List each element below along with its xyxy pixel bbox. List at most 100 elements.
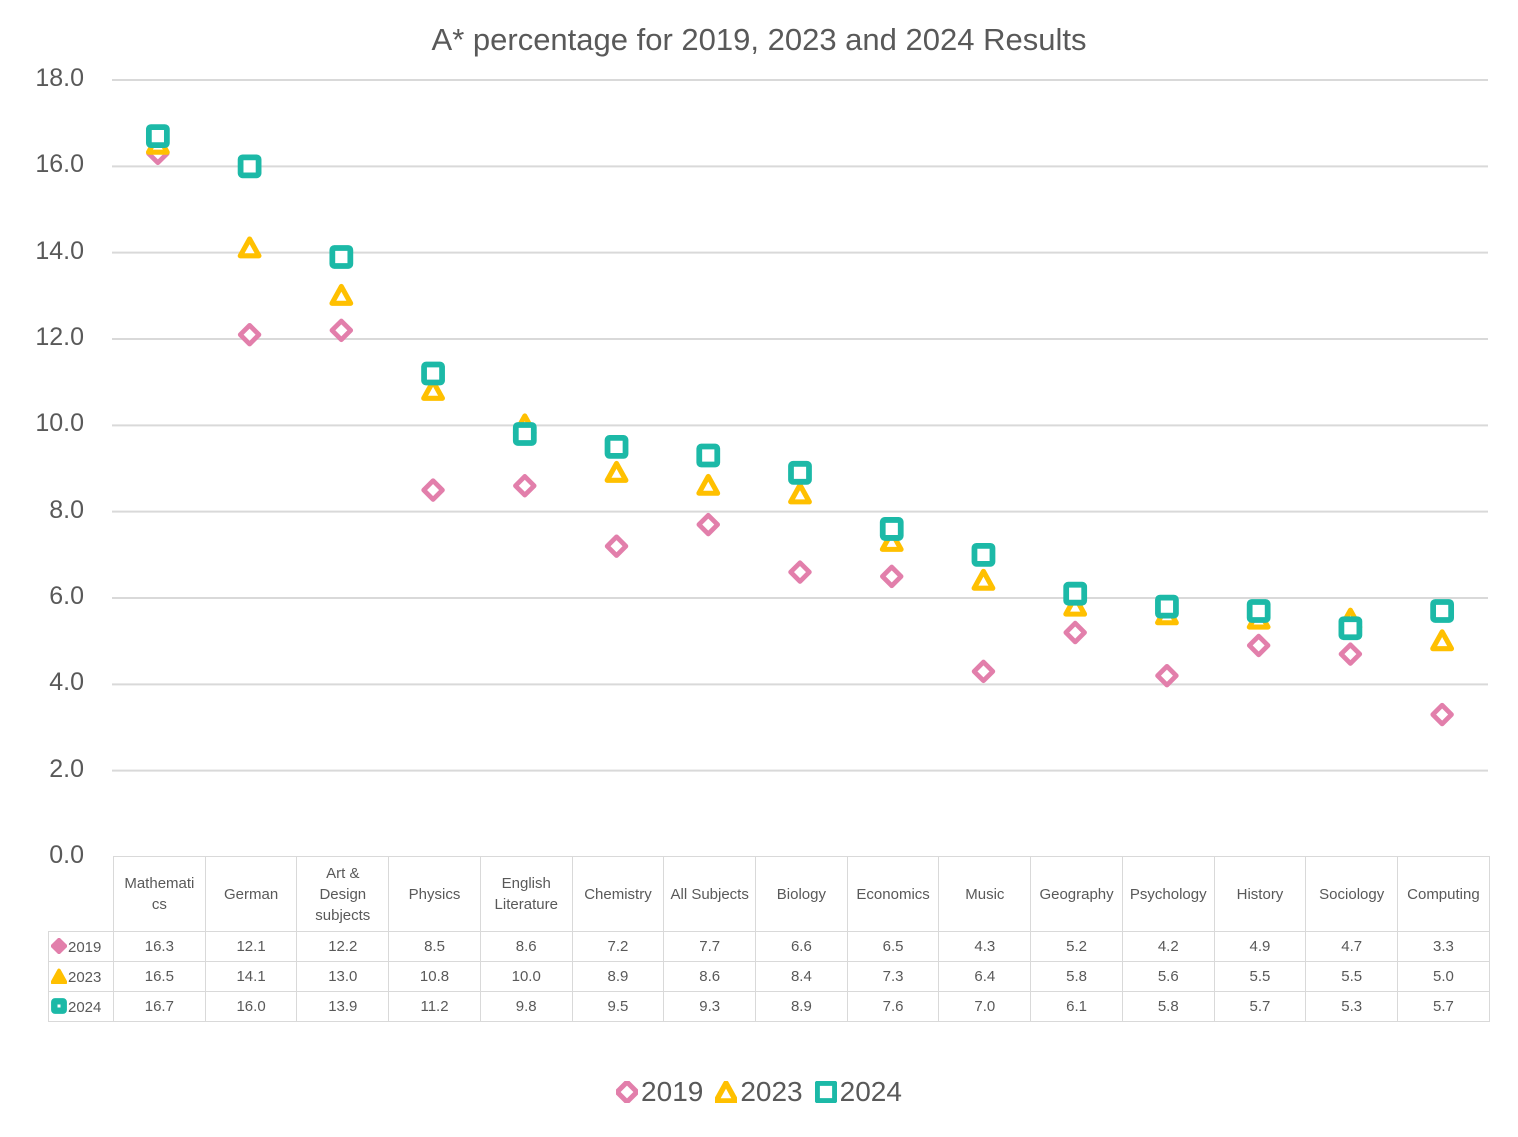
table-cell: 5.2 <box>1030 931 1123 962</box>
table-cell: 8.6 <box>663 961 757 992</box>
category-label-line: English <box>501 875 551 892</box>
point-2024-psychology <box>1155 594 1179 619</box>
y-tick-label: 4.0 <box>49 668 84 697</box>
triangle-key-icon <box>51 968 67 984</box>
table-cell: 5.5 <box>1213 961 1307 992</box>
point-2019-history <box>1246 633 1271 658</box>
table-cell: 16.5 <box>113 961 206 992</box>
point-2019-english-literature <box>513 474 537 498</box>
category-label-line: Chemistry <box>584 885 652 903</box>
point-2024-all-subjects <box>696 443 721 468</box>
point-2023-physics <box>421 378 445 401</box>
table-cell: 8.9 <box>755 991 848 1022</box>
legend-item-2024: 2024 <box>814 1076 902 1108</box>
category-label: Geography <box>1030 856 1123 932</box>
table-cell: 6.1 <box>1030 991 1123 1022</box>
legend-label: 2023 <box>740 1076 803 1107</box>
category-label: Art & Design subjects <box>296 856 390 932</box>
category-label-line: subjects <box>315 906 371 924</box>
table-cell: 4.9 <box>1213 931 1307 962</box>
table-cell: 13.9 <box>296 991 390 1022</box>
category-label: Computing <box>1397 856 1490 932</box>
table-cell: 4.3 <box>938 931 1032 962</box>
point-2019-art-design-subjects <box>329 318 354 343</box>
point-2019-sociology <box>1338 642 1363 666</box>
category-label: Sociology <box>1305 856 1399 932</box>
category-label-line: Physics <box>408 885 461 903</box>
table-cell: 4.2 <box>1121 931 1215 962</box>
table-corner <box>48 856 114 932</box>
diamond-key-icon <box>51 937 67 954</box>
point-2019-physics <box>421 478 445 502</box>
table-cell: 16.7 <box>113 991 206 1022</box>
point-2024-biology <box>788 460 812 485</box>
table-cell: 9.5 <box>571 991 665 1022</box>
category-label-line: History <box>1236 885 1284 903</box>
legend-item-2019: 2019 <box>616 1076 703 1108</box>
table-cell: 16.3 <box>113 931 206 962</box>
category-label-line: Art & <box>326 864 360 882</box>
table-cell: 13.0 <box>296 961 390 992</box>
category-label-line: All Subjects <box>670 885 749 903</box>
point-2019-chemistry <box>604 534 629 558</box>
data-table: Mathemati cs German Art & Design subjects Phys… <box>48 856 1490 1022</box>
point-2019-german <box>237 322 262 347</box>
table-cell: 16.0 <box>204 991 298 1022</box>
point-2023-all-subjects <box>696 473 721 496</box>
category-label-line: German <box>223 885 279 903</box>
category-label-line: Sociology <box>1319 885 1385 903</box>
table-cell: 10.8 <box>388 961 481 992</box>
point-2019-computing <box>1430 702 1454 727</box>
point-2023-geography <box>1063 594 1088 617</box>
table-cell: 11.2 <box>388 991 481 1022</box>
legend-label: 2024 <box>839 1076 902 1107</box>
table-row-2019: 2019 16.3 12.1 12.2 8.5 8.6 7.2 7.7 6.6 6.5 4.3 5.2… <box>48 931 1490 962</box>
chart-title: A* percentage for 2019, 2023 and 2024 Re… <box>431 22 1087 57</box>
table-cell: 7.2 <box>571 931 665 962</box>
point-2019-biology <box>788 560 812 584</box>
point-2024-english-literature <box>512 422 537 446</box>
plot-area <box>112 79 1488 772</box>
diamond-marker-icon <box>616 1081 639 1103</box>
category-label: Music <box>938 856 1032 932</box>
table-cell: 5.6 <box>1121 961 1215 992</box>
series-row-label: 2023 <box>48 961 114 992</box>
point-2024-german <box>237 154 262 179</box>
table-cell: 5.7 <box>1213 991 1307 1022</box>
point-2019-psychology <box>1155 663 1179 688</box>
table-cell: 7.6 <box>846 991 940 1022</box>
markers <box>145 124 1455 727</box>
point-2024-sociology <box>1338 616 1363 641</box>
y-tick-label: 10.0 <box>35 409 84 438</box>
category-label: Economics <box>846 856 940 932</box>
y-tick-label: 2.0 <box>49 754 84 783</box>
table-cell: 8.5 <box>388 931 481 962</box>
point-2024-art-design-subjects <box>329 245 354 269</box>
y-tick-label: 18.0 <box>35 64 84 92</box>
y-tick-label: 14.0 <box>35 236 84 265</box>
point-2024-economics <box>879 517 904 541</box>
category-label-line: Computing <box>1407 885 1480 903</box>
gridlines <box>112 79 1488 772</box>
point-2024-mathematics <box>145 124 170 148</box>
table-header-row: Mathemati cs German Art & Design subjects Phys… <box>48 856 1490 932</box>
point-2024-music <box>971 542 996 567</box>
triangle-marker-icon <box>715 1081 738 1103</box>
point-2023-music <box>971 568 996 591</box>
table-cell: 8.9 <box>571 961 665 992</box>
category-label: Chemistry <box>571 856 665 932</box>
category-label: All Subjects <box>663 856 757 932</box>
category-label: German <box>204 856 298 932</box>
category-label: English Literature <box>479 856 573 932</box>
table-cell: 12.1 <box>204 931 298 962</box>
category-label-line: Literature <box>494 896 558 913</box>
y-tick-label: 16.0 <box>35 150 84 179</box>
category-label-line: Biology <box>776 885 826 903</box>
category-label-line: cs <box>151 896 167 913</box>
category-label: Biology <box>755 856 848 932</box>
category-label-line: Design <box>319 885 367 903</box>
table-cell: 5.8 <box>1030 961 1123 992</box>
table-cell: 14.1 <box>204 961 298 992</box>
table-cell: 4.7 <box>1305 931 1399 962</box>
y-tick-label: 12.0 <box>35 323 84 351</box>
